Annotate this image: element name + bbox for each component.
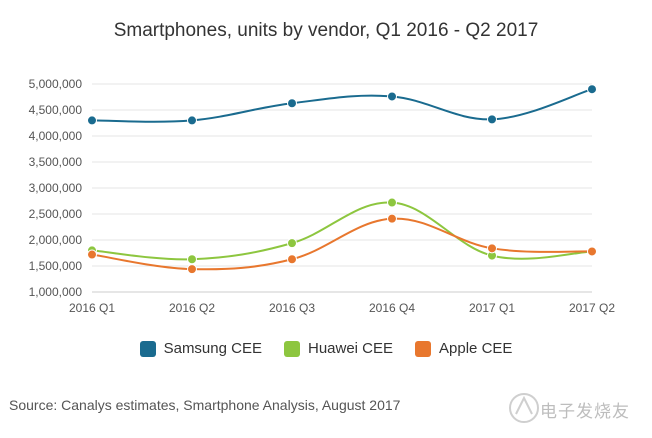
x-tick-label: 2016 Q3 <box>269 301 315 315</box>
watermark-text: 电子发烧友 <box>540 402 630 421</box>
legend-item-apple[interactable]: Apple CEE <box>415 340 512 357</box>
y-tick-label: 4,500,000 <box>29 103 83 117</box>
legend-swatch-apple <box>415 340 432 357</box>
series-line-huawei <box>91 201 593 261</box>
series-line-samsung <box>91 88 593 123</box>
series-line-apple <box>91 217 593 271</box>
data-point-apple <box>287 254 297 265</box>
data-point-apple <box>587 246 597 257</box>
y-tick-label: 2,000,000 <box>29 233 83 247</box>
legend-label-huawei: Huawei CEE <box>307 340 394 357</box>
y-tick-label: 5,000,000 <box>29 77 83 91</box>
data-point-huawei <box>187 254 197 265</box>
x-tick-label: 2017 Q2 <box>569 301 615 315</box>
x-tick-label: 2016 Q2 <box>169 301 215 315</box>
data-point-huawei <box>387 197 397 208</box>
chart-title: Smartphones, units by vendor, Q1 2016 - … <box>113 20 539 41</box>
x-tick-label: 2016 Q1 <box>69 301 115 315</box>
legend-item-huawei[interactable]: Huawei CEE <box>283 340 394 357</box>
data-point-huawei <box>287 238 297 249</box>
data-point-samsung <box>187 115 197 126</box>
data-point-apple <box>187 264 197 275</box>
x-tick-label: 2017 Q1 <box>469 301 515 315</box>
data-point-samsung <box>87 115 97 126</box>
legend-swatch-samsung <box>139 340 156 357</box>
data-point-apple <box>387 213 397 224</box>
watermark-logo: 电子发烧友 <box>506 384 646 432</box>
chart-legend: Samsung CEE Huawei CEE Apple CEE <box>0 340 652 357</box>
data-point-samsung <box>587 84 597 95</box>
x-tick-label: 2016 Q4 <box>369 301 415 315</box>
y-tick-label: 3,500,000 <box>29 155 83 169</box>
data-point-apple <box>87 249 97 260</box>
data-point-samsung <box>487 114 497 125</box>
legend-label-samsung: Samsung CEE <box>163 340 262 357</box>
y-tick-label: 2,500,000 <box>29 207 83 221</box>
legend-swatch-huawei <box>283 340 300 357</box>
line-chart: 1,000,000 1,500,000 2,000,000 2,500,000 3,00… <box>29 77 616 315</box>
data-point-apple <box>487 243 497 254</box>
source-note: Source: Canalys estimates, Smartphone An… <box>9 397 401 413</box>
y-tick-label: 3,000,000 <box>29 181 83 195</box>
legend-item-samsung[interactable]: Samsung CEE <box>139 340 262 357</box>
data-point-samsung <box>387 91 397 102</box>
data-point-samsung <box>287 98 297 109</box>
y-tick-label: 1,500,000 <box>29 259 83 273</box>
watermark-icon <box>509 393 539 423</box>
y-tick-label: 4,000,000 <box>29 129 83 143</box>
legend-label-apple: Apple CEE <box>439 340 513 357</box>
y-tick-label: 1,000,000 <box>29 285 83 299</box>
